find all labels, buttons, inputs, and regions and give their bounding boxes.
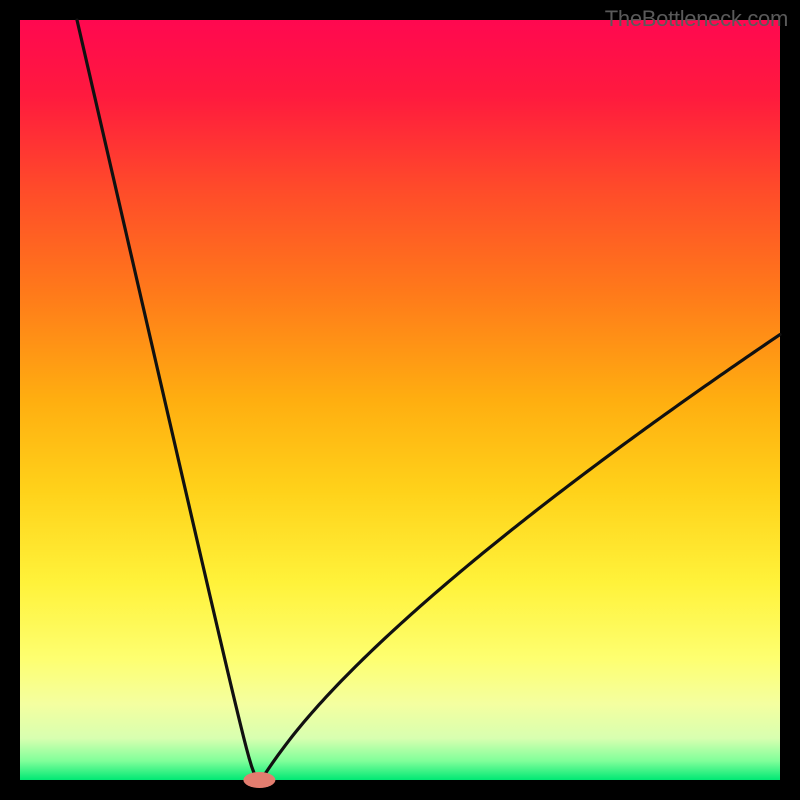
vertex-marker [243,772,275,788]
watermark-text: TheBottleneck.com [605,6,788,32]
plot-gradient-area [20,20,780,780]
chart-container: TheBottleneck.com [0,0,800,800]
bottleneck-plot [0,0,800,800]
